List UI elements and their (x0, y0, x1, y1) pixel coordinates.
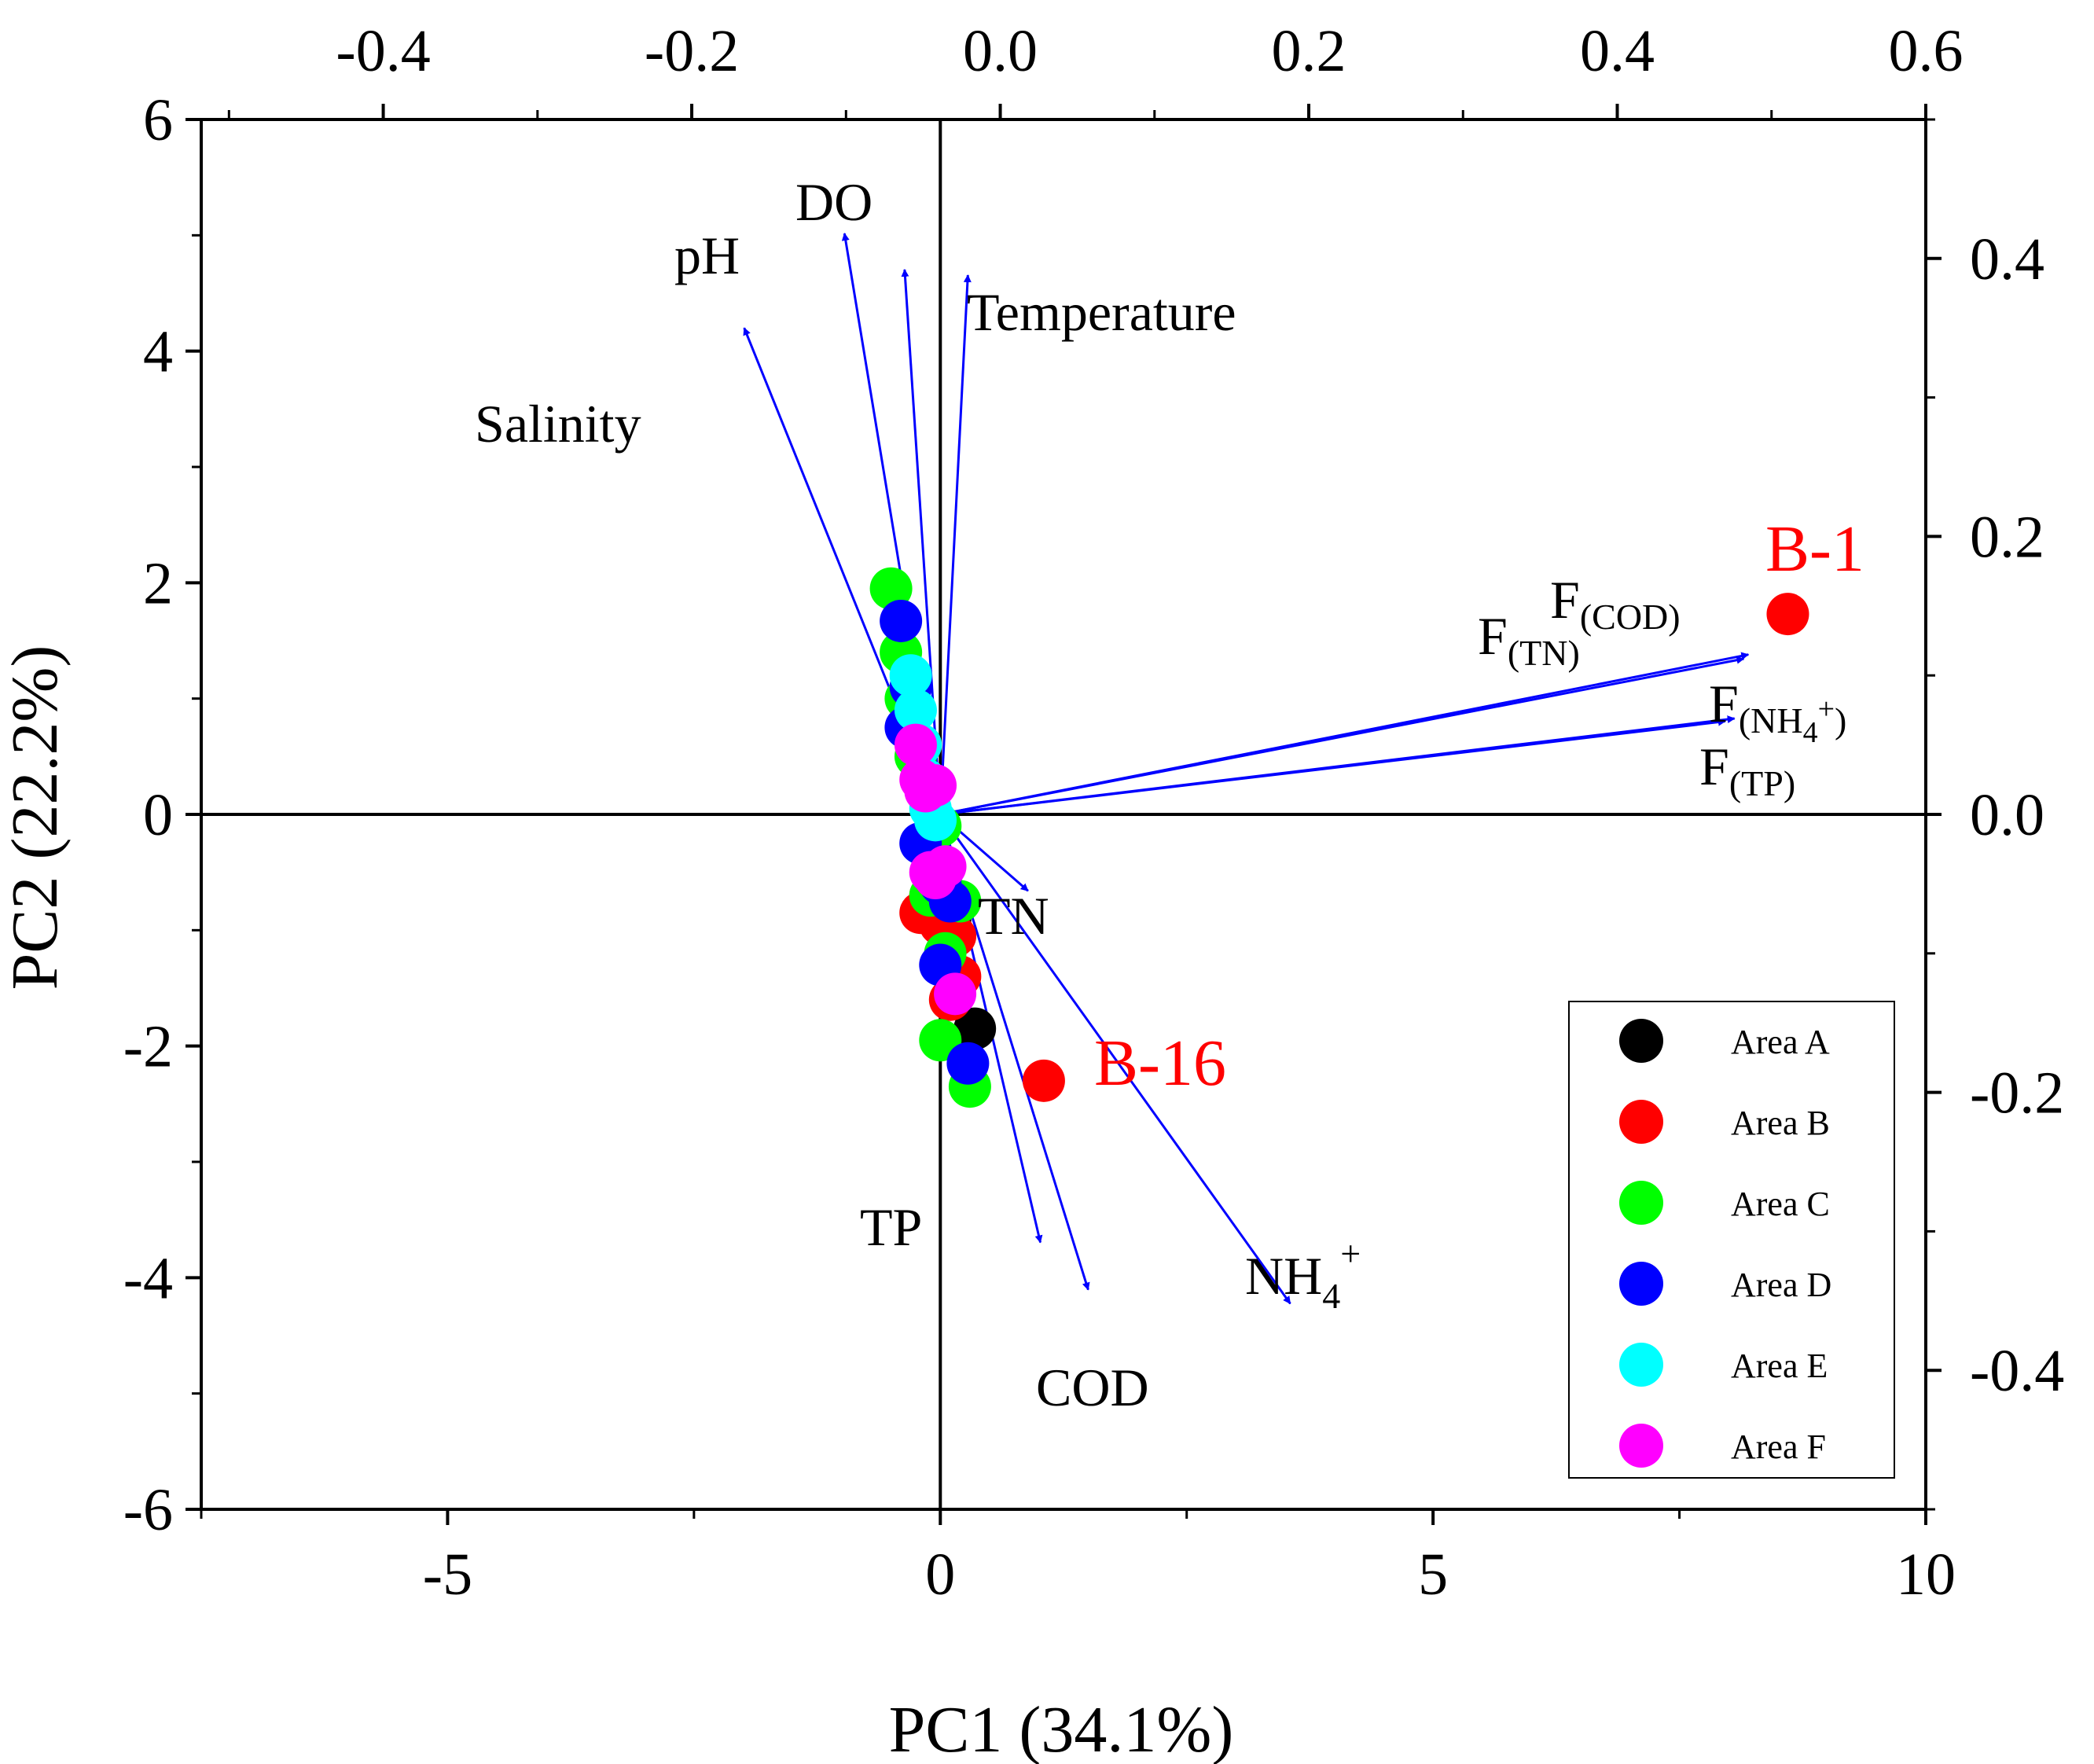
y-tick-label: 6 (143, 87, 173, 153)
loading-label-f-nh4-: F(NH4+) (1709, 674, 1846, 749)
right-tick-label: -0.2 (1970, 1060, 2064, 1126)
right-tick-label: 0.0 (1970, 782, 2044, 848)
loading-label-f-tp-: F(TP) (1699, 737, 1795, 803)
x-tick-label: -5 (423, 1542, 472, 1608)
x-axis-title: PC1 (34.1%) (889, 1693, 1234, 1764)
legend-label-area-a: Area A (1731, 1023, 1830, 1061)
right-tick-label: 0.4 (1970, 226, 2044, 292)
point-area-d (946, 1042, 990, 1085)
point-area-f (914, 764, 957, 807)
point-area-f (924, 845, 967, 888)
point-area-e (894, 689, 937, 732)
legend-marker-area-f (1619, 1424, 1663, 1468)
legend-label-area-c: Area C (1731, 1185, 1830, 1223)
legend-label-area-e: Area E (1731, 1347, 1828, 1385)
annotation-b-1: B-1 (1765, 513, 1864, 586)
y-axis-title: PC2 (22.2%) (0, 645, 72, 990)
loading-label-ph: pH (674, 226, 740, 285)
point-area-b (1022, 1059, 1065, 1102)
loading-arrow-nh4- (939, 814, 1291, 1305)
legend-marker-area-d (1619, 1262, 1663, 1306)
top-tick-label: 0.6 (1889, 18, 1964, 84)
loading-label-f-tn-: F(TN) (1478, 606, 1580, 673)
x-tick-label: 10 (1896, 1542, 1956, 1608)
legend-box (1568, 1001, 1895, 1479)
y-tick-label: 0 (143, 782, 173, 848)
point-area-a (953, 1007, 997, 1050)
top-tick-label: -0.2 (645, 18, 739, 84)
right-tick-label: 0.2 (1970, 504, 2044, 570)
point-area-d (880, 599, 923, 642)
legend-marker-area-b (1619, 1100, 1663, 1144)
annotation-b-16: B-16 (1094, 1027, 1226, 1100)
point-area-e (889, 654, 932, 697)
legend-label-area-b: Area B (1731, 1104, 1830, 1142)
loading-arrow-f-tp- (940, 718, 1726, 816)
legend-label-area-d: Area D (1731, 1266, 1831, 1304)
legend-label-area-f: Area F (1731, 1428, 1826, 1466)
point-area-c (869, 567, 913, 610)
loading-label-salinity: Salinity (475, 394, 641, 454)
y-tick-label: 2 (143, 550, 173, 616)
y-tick-label: -2 (123, 1014, 173, 1080)
legend-marker-area-c (1619, 1181, 1663, 1225)
x-tick-label: 0 (925, 1542, 955, 1608)
point-area-f (934, 972, 977, 1016)
loading-label-tn: TN (978, 886, 1049, 946)
legend-marker-area-a (1619, 1019, 1663, 1063)
loading-arrow-f-tn- (940, 656, 1745, 816)
top-tick-label: -0.4 (336, 18, 430, 84)
loading-arrow-do (901, 268, 942, 815)
right-tick-label: -0.4 (1970, 1338, 2064, 1404)
top-tick-label: 0.4 (1580, 18, 1655, 84)
top-tick-label: 0.0 (963, 18, 1038, 84)
loading-label-cod: COD (1036, 1358, 1149, 1417)
loading-label-tp: TP (860, 1197, 922, 1257)
legend-marker-area-e (1619, 1343, 1663, 1387)
point-area-b (1766, 593, 1809, 636)
top-tick-label: 0.2 (1272, 18, 1346, 84)
y-tick-label: 4 (143, 319, 173, 385)
point-area-f (894, 723, 937, 766)
loading-label-do: DO (795, 172, 872, 232)
y-tick-label: -4 (123, 1245, 173, 1311)
x-tick-label: 5 (1418, 1542, 1448, 1608)
loading-label-nh4-: NH4+ (1245, 1233, 1361, 1316)
y-tick-label: -6 (123, 1477, 173, 1543)
loading-arrow-temperature (939, 274, 972, 815)
loading-label-f-cod-: F(COD) (1550, 570, 1681, 637)
loading-label-temperature: Temperature (967, 282, 1236, 342)
